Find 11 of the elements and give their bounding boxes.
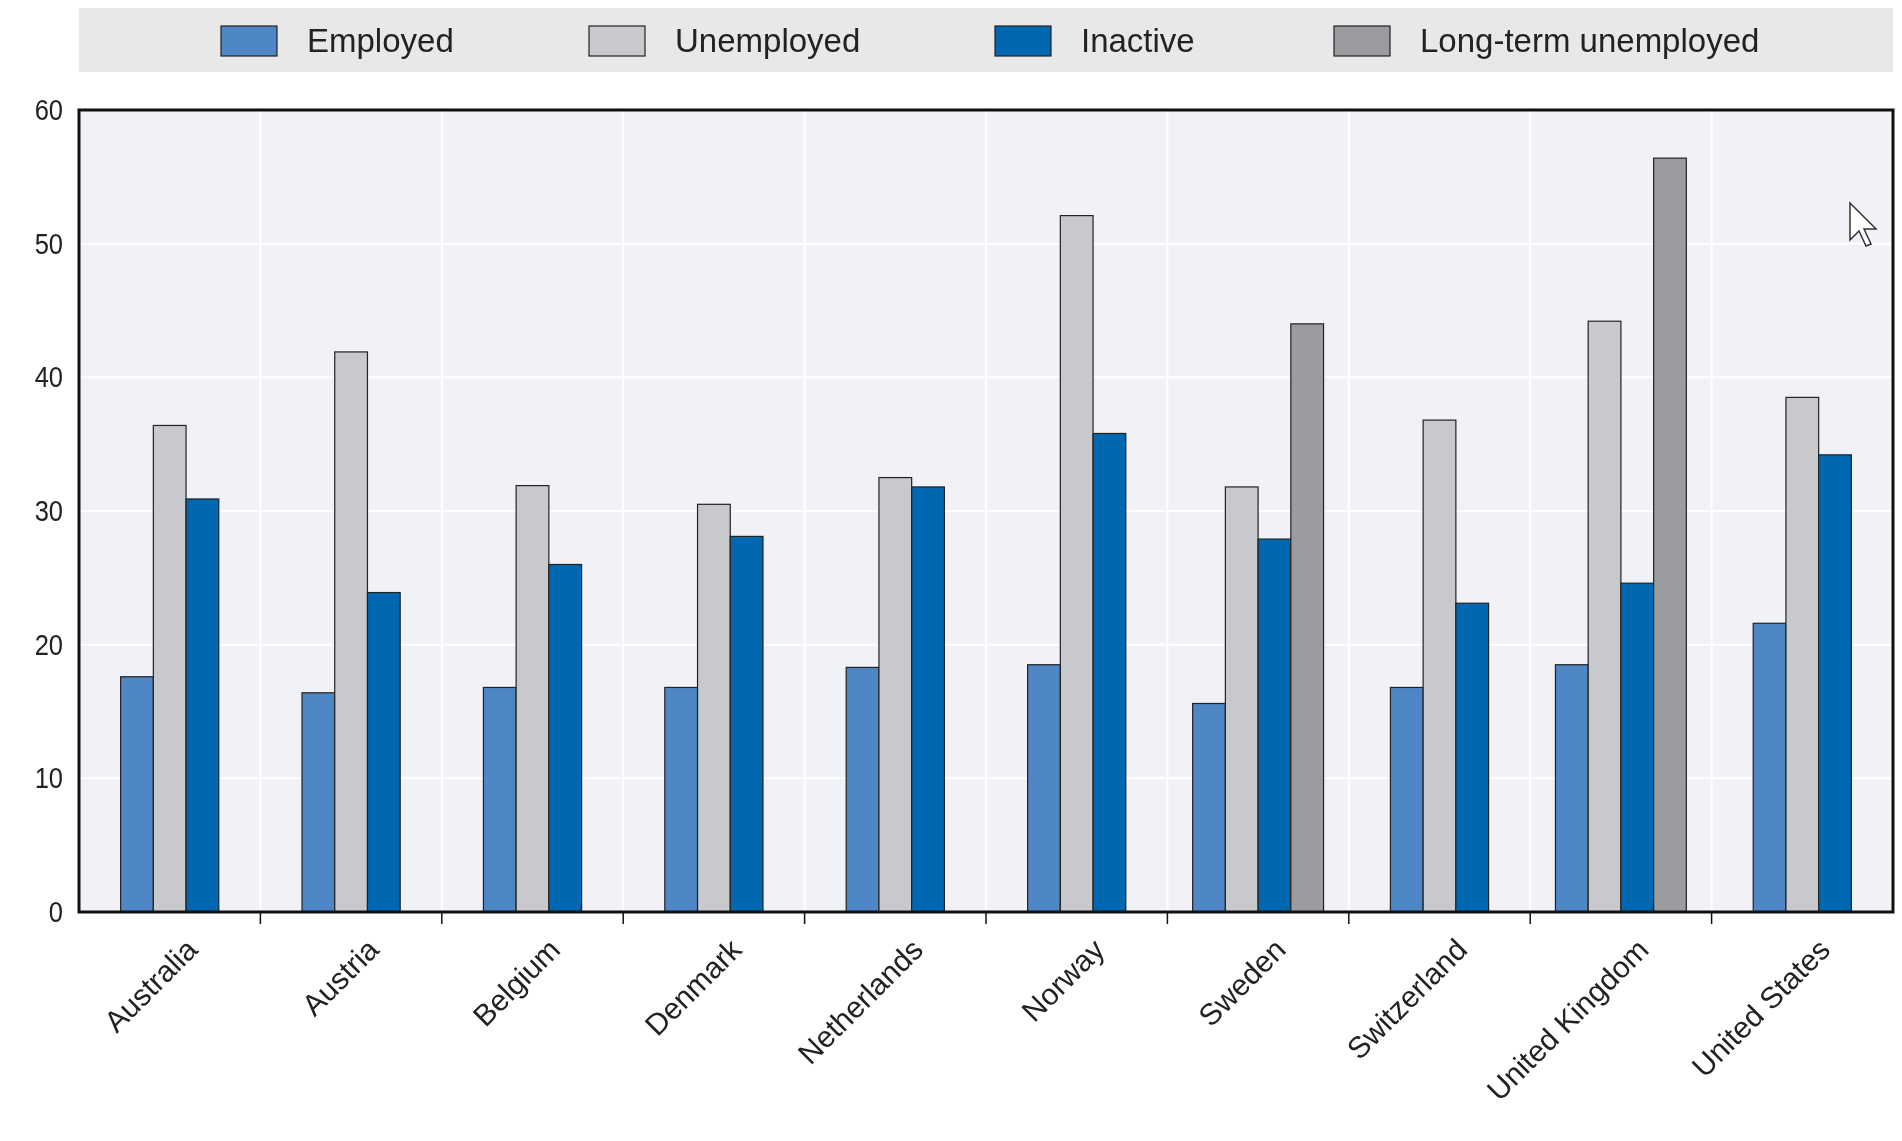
legend-label: Inactive bbox=[1081, 22, 1195, 59]
y-tick-label: 20 bbox=[34, 627, 63, 662]
y-tick-label: 30 bbox=[34, 494, 63, 528]
y-tick-label: 50 bbox=[34, 226, 63, 261]
legend-label: Employed bbox=[307, 22, 454, 59]
y-tick-label: 10 bbox=[34, 761, 63, 795]
legend-label: Long-term unemployed bbox=[1420, 22, 1760, 59]
y-tick-label: 60 bbox=[34, 93, 63, 127]
y-tick-label: 0 bbox=[48, 895, 63, 929]
y-tick-label: 40 bbox=[34, 360, 63, 394]
legend-label: Unemployed bbox=[675, 22, 861, 59]
